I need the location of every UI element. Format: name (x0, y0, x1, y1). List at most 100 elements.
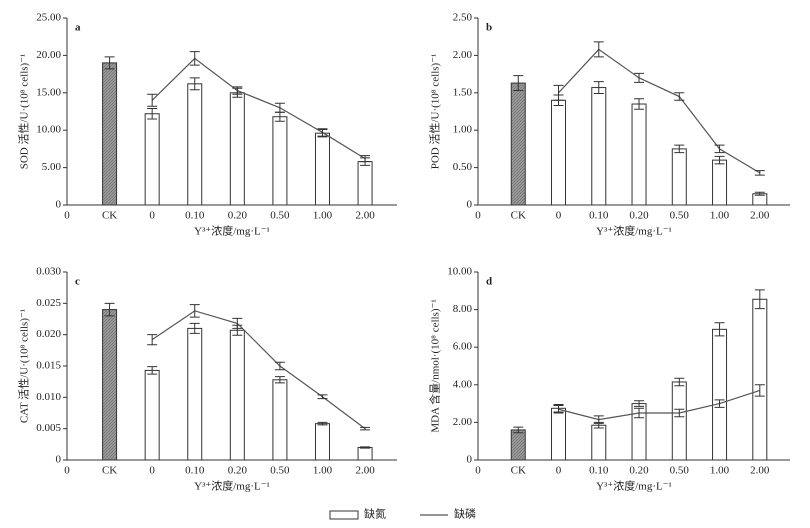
error-bar (317, 421, 328, 426)
y-tick-label: 2.00 (453, 416, 473, 428)
y-tick-label: 0.025 (36, 297, 61, 309)
x-axis-label: Y³⁺浓度/mg·L⁻¹ (596, 479, 672, 493)
x-tick-label: 0 (64, 465, 70, 477)
y-axis-label: CAT 活性/U·(10⁸ cells)⁻¹ (17, 309, 31, 423)
y-tick-label: 1.50 (453, 86, 473, 98)
error-bar (634, 400, 645, 407)
bar (752, 298, 768, 461)
bar (102, 62, 118, 206)
line (151, 310, 366, 430)
x-tick-label: 0.20 (629, 465, 649, 477)
x-tick-label: 0 (64, 210, 70, 222)
x-tick-label: 0.20 (228, 465, 248, 477)
error-bar (593, 415, 604, 424)
bar (591, 87, 607, 206)
bar (229, 92, 245, 206)
x-tick-label: 1.00 (313, 465, 333, 477)
error-bar (147, 108, 158, 120)
error-bar (189, 51, 200, 66)
error-bar (104, 302, 115, 317)
error-bar (634, 72, 645, 83)
error-bar (274, 376, 285, 384)
legend-label: 缺氮 (364, 507, 386, 521)
x-tick-label: 2.00 (750, 210, 770, 222)
y-tick-label: 0.015 (36, 360, 61, 372)
x-axis-label: Y³⁺浓度/mg·L⁻¹ (194, 224, 270, 238)
y-tick-label: 4.00 (453, 378, 473, 390)
bar (671, 148, 687, 206)
line (151, 57, 366, 160)
x-tick-label: 2.00 (355, 210, 375, 222)
y-tick-label: 0 (56, 454, 62, 466)
x-tick-label: 2.00 (355, 465, 375, 477)
x-tick-label: 0.50 (670, 210, 690, 222)
x-axis-label: Y³⁺浓度/mg·L⁻¹ (194, 479, 270, 493)
y-tick-label: 2.50 (453, 12, 473, 24)
error-bar (360, 155, 371, 163)
x-tick-label: 0 (149, 210, 155, 222)
bar (591, 424, 607, 461)
bar (314, 423, 330, 461)
bar (551, 407, 567, 461)
error-bar (714, 144, 725, 154)
x-tick-label: 2.00 (750, 465, 770, 477)
y-tick-label: 5.00 (42, 161, 62, 173)
panel-label: d (486, 276, 492, 288)
x-tick-label: 0.10 (185, 210, 205, 222)
y-tick-label: 0.030 (36, 266, 61, 278)
error-bar (714, 399, 725, 408)
x-tick-label: CK (511, 210, 526, 222)
error-bar (593, 81, 604, 95)
bar (712, 328, 728, 461)
bar (671, 381, 687, 461)
x-tick-label: 0 (556, 465, 562, 477)
error-bar (553, 404, 564, 414)
error-bar (754, 191, 765, 196)
y-tick-label: 2.00 (453, 49, 473, 61)
x-tick-label: CK (102, 465, 117, 477)
bar (510, 82, 526, 206)
error-bar (754, 170, 765, 176)
x-tick-label: CK (511, 465, 526, 477)
bar (272, 379, 288, 461)
error-bar (714, 155, 725, 165)
bar (272, 116, 288, 206)
bar (357, 161, 373, 206)
bar (187, 327, 203, 461)
x-tick-label: 0 (475, 465, 481, 477)
y-tick-label: 0.010 (36, 391, 61, 403)
line (558, 48, 761, 174)
error-bar (274, 102, 285, 113)
y-tick-label: 0 (467, 454, 473, 466)
x-tick-label: 0 (475, 210, 481, 222)
bar (510, 429, 526, 461)
bar (551, 99, 567, 206)
x-tick-label: 0.20 (228, 210, 248, 222)
error-bar (317, 128, 328, 137)
legend-swatch (329, 510, 359, 520)
y-tick-label: 0.020 (36, 328, 61, 340)
x-tick-label: CK (102, 210, 117, 222)
y-tick-label: 0 (467, 199, 473, 211)
error-bar (754, 384, 765, 397)
y-axis-label: SOD 活性/U·(10⁸ cells)⁻¹ (17, 54, 31, 170)
error-bar (232, 86, 243, 95)
y-tick-label: 10.00 (447, 266, 472, 278)
error-bar (674, 144, 685, 154)
bar (187, 83, 203, 206)
y-tick-label: 15.00 (36, 86, 61, 98)
error-bar (674, 92, 685, 101)
x-tick-label: 0.50 (670, 465, 690, 477)
error-bar (553, 84, 564, 101)
error-bar (674, 408, 685, 418)
y-tick-label: 1.00 (453, 124, 473, 136)
y-axis-label: POD 活性/U·(10⁸ cells)⁻¹ (428, 54, 442, 170)
error-bar (714, 322, 725, 337)
y-axis-label: MDA 含量/nmol·(10⁸ cells)⁻¹ (428, 299, 442, 432)
y-tick-label: 20.00 (36, 49, 61, 61)
error-bar (147, 334, 158, 346)
error-bar (674, 377, 685, 387)
error-bar (513, 426, 524, 434)
x-axis-label: Y³⁺浓度/mg·L⁻¹ (596, 224, 672, 238)
